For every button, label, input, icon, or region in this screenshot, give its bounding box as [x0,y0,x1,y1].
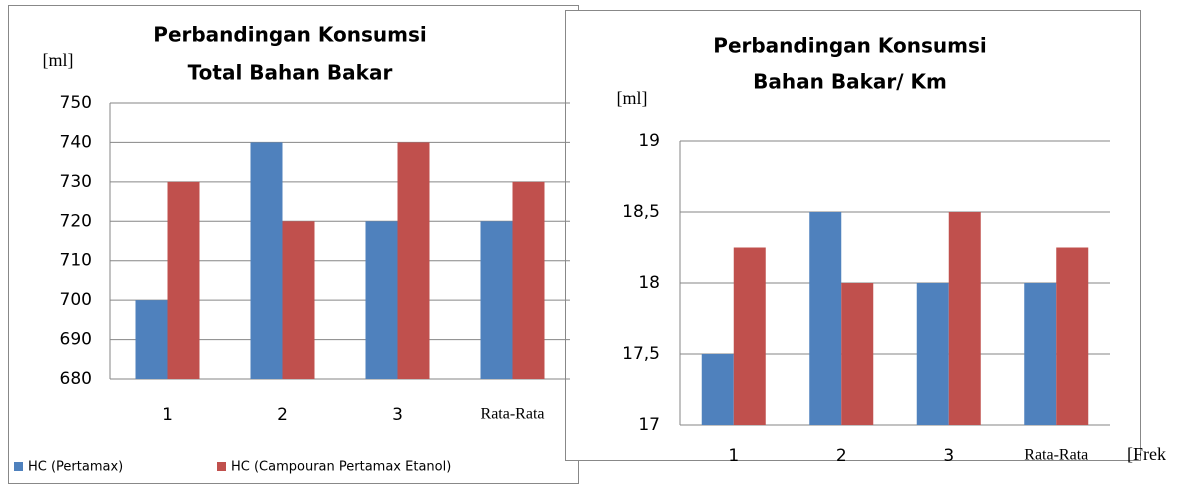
legend-label: HC (Pertamax) [28,460,123,475]
x-tick-label: Rata-Rata [481,406,545,423]
y-tick-label: 690 [60,330,92,350]
bar [1024,283,1057,425]
bar [841,283,874,425]
bar [512,181,545,379]
y-tick-label: 17 [638,415,660,435]
bar [250,142,283,379]
bar [1056,247,1089,425]
chart-title: Total Bahan Bakar [188,61,393,85]
bar [167,181,200,379]
bar [948,212,981,425]
y-tick-label: 710 [60,251,92,271]
bar [397,142,430,379]
y-tick-label: 17,5 [622,344,660,364]
chart-title: Perbandingan Konsumsi [153,23,426,47]
y-tick-label: 19 [638,131,660,151]
y-tick-label: 18 [638,273,660,293]
bar [809,212,842,425]
y-axis-label: [ml] [43,50,74,70]
x-tick-label: 3 [943,446,954,466]
x-tick-label: Rata-Rata [1024,447,1088,464]
x-tick-label: 2 [277,405,288,425]
chart-title: Perbandingan Konsumsi [713,34,986,58]
x-tick-label: 3 [392,405,403,425]
bar [916,283,949,425]
legend-swatch [14,462,23,471]
chart-title: Bahan Bakar/ Km [753,70,947,94]
bar [365,221,398,379]
bar [135,300,168,379]
x-tick-label: 1 [728,446,739,466]
y-tick-label: 730 [60,172,92,192]
x-axis-label: [Frek [1127,444,1166,464]
legend-swatch [217,462,226,471]
bar [282,221,315,379]
y-axis-label: [ml] [617,88,648,108]
y-tick-label: 740 [60,132,92,152]
legend-label: HC (Campouran Pertamax Etanol) [231,460,451,475]
bar [480,221,513,379]
x-tick-label: 1 [162,405,173,425]
x-tick-label: 2 [836,446,847,466]
y-tick-label: 750 [60,93,92,113]
y-tick-label: 680 [60,369,92,389]
y-tick-label: 18,5 [622,202,660,222]
y-tick-label: 720 [60,211,92,231]
bar [701,354,734,425]
y-tick-label: 700 [60,290,92,310]
bar [733,247,766,425]
